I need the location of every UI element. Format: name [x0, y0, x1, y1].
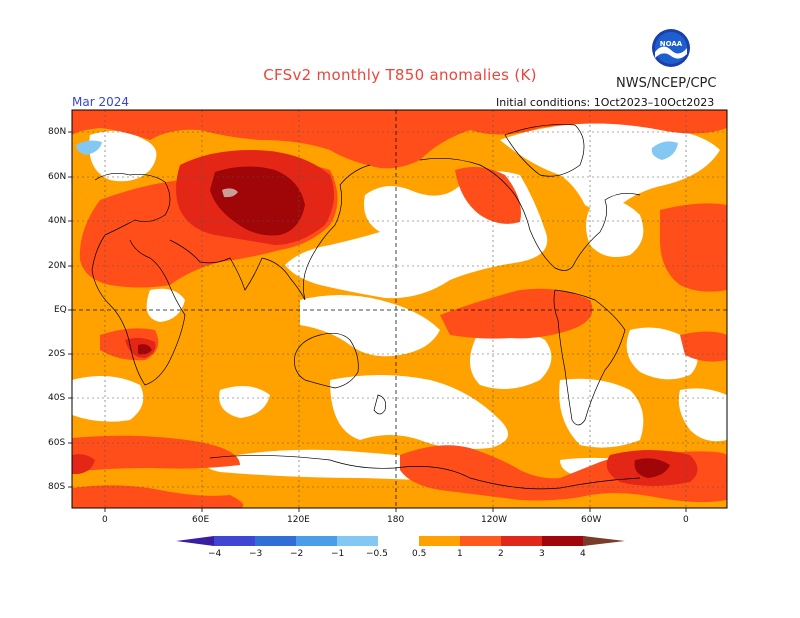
- noaa-logo: NOAA: [652, 29, 690, 67]
- lat-label: 60N: [48, 172, 67, 182]
- colorbar-swatch: [337, 536, 378, 546]
- lon-label: 120W: [481, 515, 508, 525]
- coastlines: [91, 124, 641, 490]
- extreme-warm-anomaly-regions: [138, 166, 670, 478]
- colorbar-label: 1: [457, 549, 463, 559]
- lon-label: 60W: [581, 515, 602, 525]
- lat-lon-grid: [72, 110, 727, 508]
- lon-label: 120E: [287, 515, 310, 525]
- colorbar-label: −1: [331, 549, 345, 559]
- initial-conditions: Initial conditions: 1Oct2023–10Oct2023: [496, 96, 715, 109]
- lon-label: 0: [683, 515, 689, 525]
- map-title: CFSv2 monthly T850 anomalies (K): [263, 66, 537, 84]
- colorbar-label: 0.5: [412, 549, 427, 559]
- colorbar-swatch: [296, 536, 337, 546]
- lat-label: 60S: [48, 438, 66, 448]
- colorbar-label: −4: [208, 549, 222, 559]
- colorbar-swatch: [378, 536, 419, 546]
- colorbar-swatch: [214, 536, 255, 546]
- colorbar-label: 2: [498, 549, 504, 559]
- colorbar-label: 4: [580, 549, 586, 559]
- cold-anomaly-regions: [76, 140, 678, 160]
- colorbar-swatch: [460, 536, 501, 546]
- forecast-period: Mar 2024: [72, 95, 129, 109]
- colorbar-label: 3: [539, 549, 545, 559]
- colorbar-label: −0.5: [366, 549, 388, 559]
- organization-label: NWS/NCEP/CPC: [616, 76, 717, 91]
- lat-label: EQ: [54, 305, 67, 315]
- svg-text:NOAA: NOAA: [660, 40, 683, 48]
- lat-label: 20N: [48, 261, 67, 271]
- equator-dateline: [72, 110, 727, 508]
- colorbar-label: −3: [249, 549, 263, 559]
- lat-label: 40N: [48, 216, 67, 226]
- colorbar-swatch: [255, 536, 296, 546]
- lat-label: 80S: [48, 482, 66, 492]
- lon-label: 60E: [192, 515, 210, 525]
- peak-anomaly-region: [222, 188, 238, 198]
- colorbar-swatch: [176, 536, 214, 546]
- lon-label: 0: [102, 515, 108, 525]
- lon-label: 180: [387, 515, 405, 525]
- axis-ticks: [68, 131, 687, 512]
- colorbar-swatch: [583, 536, 625, 546]
- colorbar: [176, 536, 625, 546]
- colorbar-swatch: [542, 536, 583, 546]
- colorbar-label: −2: [290, 549, 304, 559]
- colorbar-swatch: [419, 536, 460, 546]
- map-frame: [71, 109, 728, 509]
- colorbar-swatch: [501, 536, 542, 546]
- lat-label: 80N: [48, 127, 67, 137]
- lat-label: 20S: [48, 349, 66, 359]
- lat-label: 40S: [48, 393, 66, 403]
